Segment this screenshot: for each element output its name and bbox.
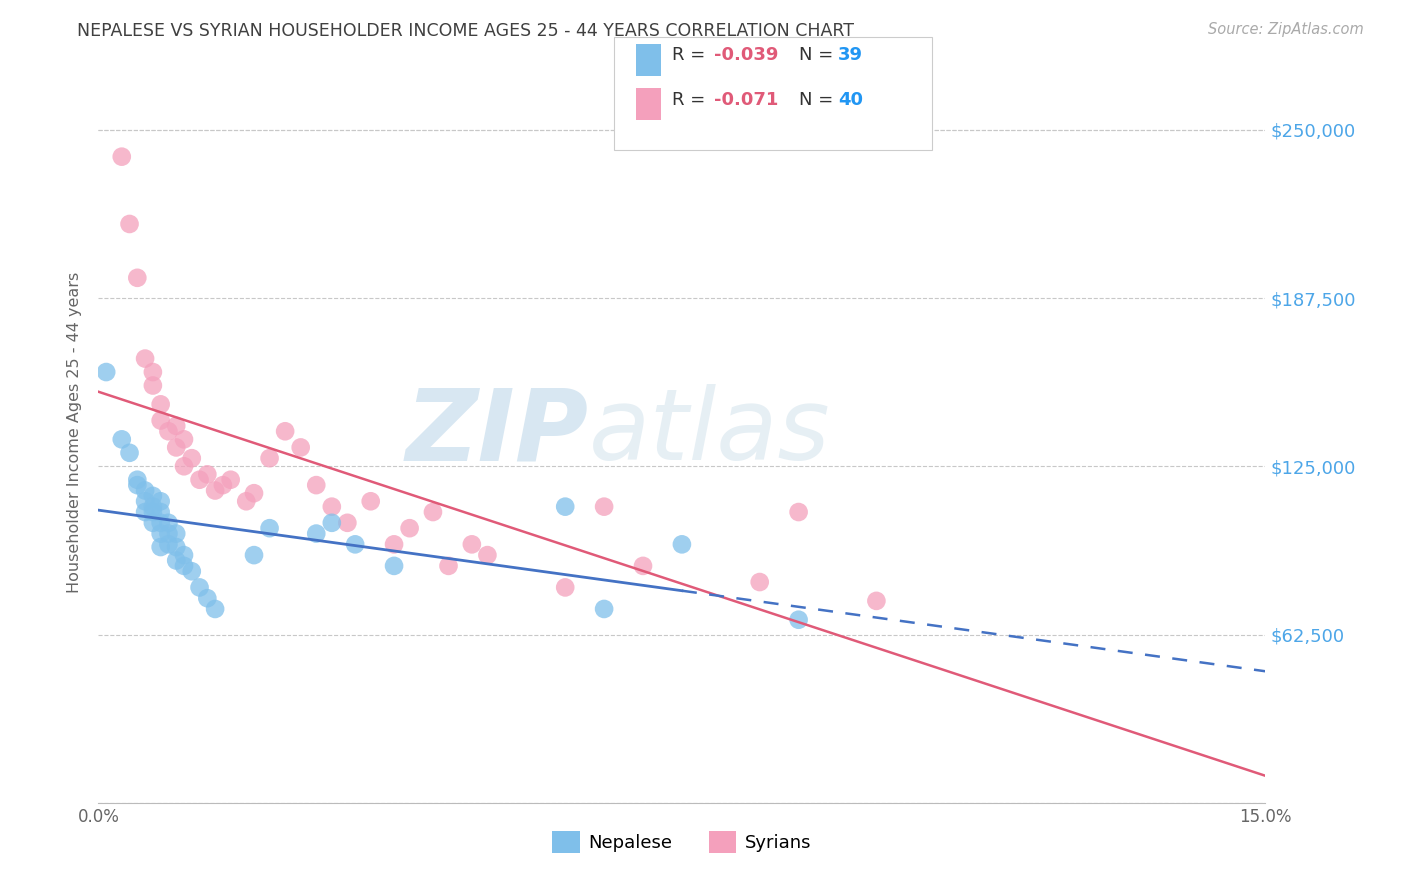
Point: [149, 516, 172, 530]
Text: 40: 40: [838, 91, 863, 109]
Point: [173, 558, 195, 573]
Point: [142, 505, 165, 519]
Point: [142, 489, 165, 503]
Point: [344, 537, 367, 551]
Point: [165, 553, 187, 567]
Text: R =: R =: [672, 46, 711, 64]
Text: R =: R =: [672, 91, 711, 109]
Point: [96, 365, 118, 379]
Point: [243, 486, 266, 500]
Text: Source: ZipAtlas.com: Source: ZipAtlas.com: [1208, 22, 1364, 37]
Point: [173, 459, 195, 474]
Point: [631, 558, 654, 573]
Point: [127, 473, 149, 487]
Point: [149, 494, 172, 508]
Y-axis label: Householder Income Ages 25 - 44 years: Householder Income Ages 25 - 44 years: [66, 272, 82, 593]
Point: [422, 505, 444, 519]
Point: [149, 540, 172, 554]
Point: [195, 591, 218, 606]
Point: [134, 494, 156, 508]
Point: [305, 478, 328, 492]
Point: [157, 526, 180, 541]
Point: [127, 270, 149, 285]
Point: [593, 500, 616, 514]
Point: [235, 494, 257, 508]
Point: [305, 526, 328, 541]
Point: [748, 575, 770, 590]
Point: [180, 451, 202, 466]
Point: [111, 150, 134, 164]
Point: [149, 505, 172, 519]
Point: [865, 594, 887, 608]
Point: [173, 548, 195, 562]
Point: [157, 537, 180, 551]
Point: [118, 446, 141, 460]
Point: [165, 418, 187, 433]
Text: -0.071: -0.071: [714, 91, 779, 109]
Point: [274, 424, 297, 438]
Text: N =: N =: [799, 46, 838, 64]
Point: [142, 516, 165, 530]
Point: [134, 351, 156, 366]
Point: [142, 378, 165, 392]
Text: atlas: atlas: [589, 384, 830, 481]
Point: [149, 397, 172, 411]
Point: [204, 602, 226, 616]
Point: [593, 602, 616, 616]
Point: [204, 483, 226, 498]
Point: [111, 433, 134, 447]
Point: [134, 505, 156, 519]
Point: [360, 494, 382, 508]
Point: [336, 516, 359, 530]
Text: ZIP: ZIP: [405, 384, 589, 481]
Point: [219, 473, 242, 487]
Point: [149, 413, 172, 427]
Point: [157, 424, 180, 438]
Point: [157, 516, 180, 530]
Point: [212, 478, 235, 492]
Point: [382, 558, 405, 573]
Point: [787, 613, 810, 627]
Point: [127, 478, 149, 492]
Point: [259, 451, 281, 466]
Point: [118, 217, 141, 231]
Point: [149, 526, 172, 541]
Point: [165, 540, 187, 554]
Point: [243, 548, 266, 562]
Point: [787, 505, 810, 519]
Text: N =: N =: [799, 91, 838, 109]
Point: [188, 473, 211, 487]
Point: [437, 558, 460, 573]
Point: [554, 581, 576, 595]
Point: [188, 581, 211, 595]
Point: [165, 441, 187, 455]
Point: [142, 365, 165, 379]
Point: [398, 521, 420, 535]
Point: [554, 500, 576, 514]
Point: [165, 526, 187, 541]
Point: [671, 537, 693, 551]
Point: [180, 564, 202, 578]
Text: NEPALESE VS SYRIAN HOUSEHOLDER INCOME AGES 25 - 44 YEARS CORRELATION CHART: NEPALESE VS SYRIAN HOUSEHOLDER INCOME AG…: [77, 22, 855, 40]
Point: [195, 467, 218, 482]
Point: [461, 537, 484, 551]
Point: [321, 516, 343, 530]
Legend: Nepalese, Syrians: Nepalese, Syrians: [546, 824, 818, 861]
Point: [321, 500, 343, 514]
Point: [259, 521, 281, 535]
Text: -0.039: -0.039: [714, 46, 779, 64]
Point: [134, 483, 156, 498]
Point: [173, 433, 195, 447]
Point: [477, 548, 499, 562]
Point: [142, 500, 165, 514]
Point: [382, 537, 405, 551]
Text: 39: 39: [838, 46, 863, 64]
Point: [290, 441, 312, 455]
